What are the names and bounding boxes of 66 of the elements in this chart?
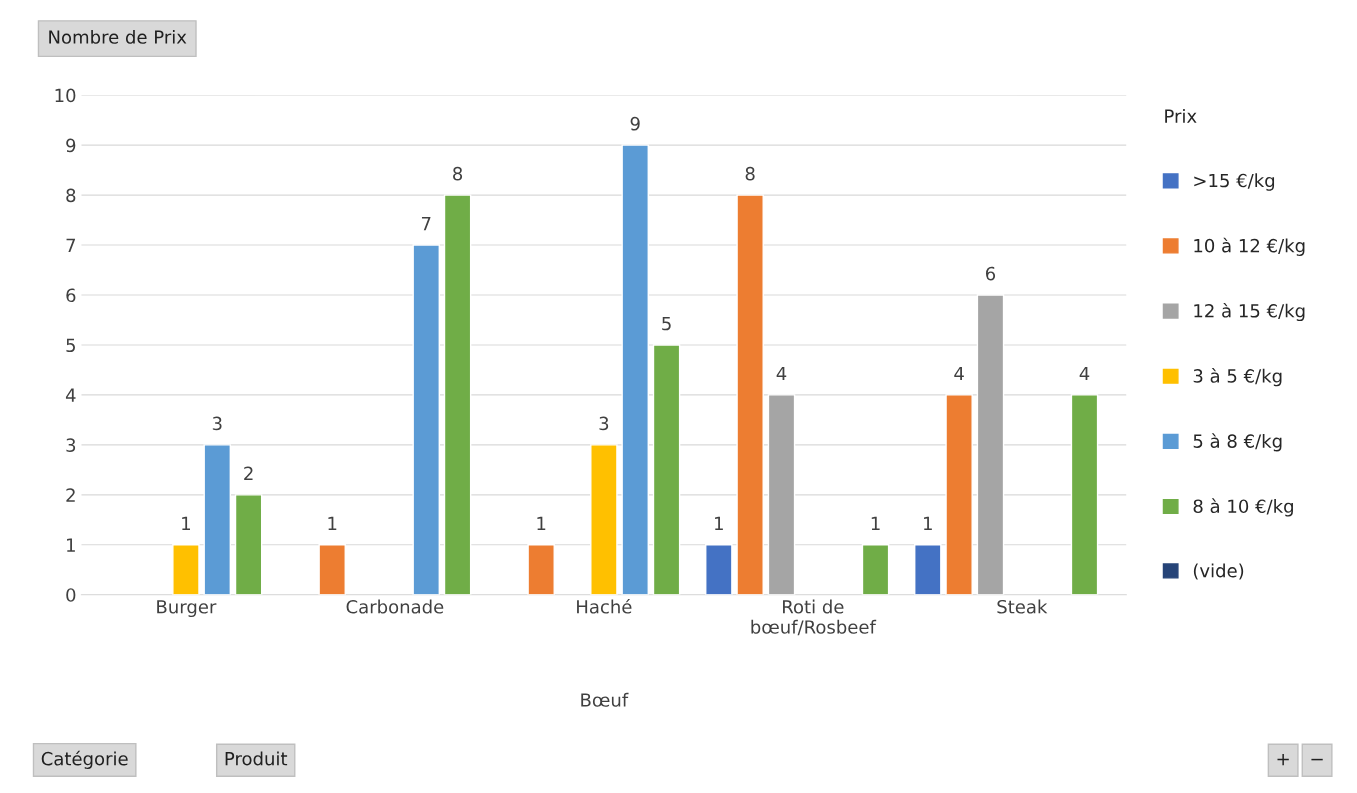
y-tick-label: 1 (67, 538, 75, 552)
bar (527, 544, 555, 595)
bar (443, 194, 472, 595)
data-label: 1 (871, 516, 880, 530)
text: Catégorie (41, 750, 128, 769)
x-axis-title: Bœuf (581, 692, 629, 707)
y-tick-label: 4 (65, 388, 76, 402)
data-label: 8 (745, 166, 755, 181)
x-tick-label: Carbonade (346, 599, 444, 614)
bar (767, 394, 796, 595)
x-tick-label: Haché (577, 598, 632, 614)
data-label: 3 (212, 416, 222, 431)
bar (172, 544, 200, 595)
y-tick-label: 6 (66, 288, 76, 303)
bar (861, 544, 890, 595)
bar (945, 394, 973, 595)
data-label: 9 (630, 116, 640, 131)
x-tick-label: Roti de bœuf/Rosbeef (751, 599, 877, 636)
data-label: 8 (453, 166, 463, 181)
bar (914, 544, 942, 595)
y-tick-label: 7 (66, 238, 76, 252)
y-tick-label: 10 (55, 88, 76, 103)
legend-title: Prix (1165, 108, 1197, 123)
y-tick-label: 2 (66, 488, 75, 502)
data-label: 7 (421, 217, 431, 231)
y-tick-label: 3 (66, 438, 76, 452)
data-label: 2 (244, 466, 253, 480)
legend-label: 8 à 10 €/kg (1193, 498, 1293, 517)
data-label: 1 (715, 516, 723, 530)
data-label: 4 (776, 366, 787, 381)
text: + (1277, 753, 1289, 766)
bar (1070, 394, 1099, 595)
bar (652, 344, 681, 595)
bar (976, 294, 1005, 595)
legend-label: 5 à 8 €/kg (1193, 433, 1282, 452)
legend-label: 12 à 15 €/kg (1194, 302, 1305, 322)
data-label: 6 (985, 266, 996, 281)
y-tick-label: 8 (66, 188, 76, 203)
data-label: 1 (182, 516, 190, 530)
legend-label: 3 à 5 €/kg (1193, 368, 1282, 387)
legend-label: (vide) (1193, 563, 1244, 580)
text: − (1311, 758, 1323, 761)
data-label: 1 (924, 516, 932, 530)
data-label: 4 (1079, 366, 1090, 381)
bar (318, 544, 346, 595)
bar (412, 244, 440, 595)
data-label: 1 (328, 516, 337, 530)
y-tick-label: 5 (66, 338, 75, 353)
bar (736, 194, 764, 595)
y-tick-label: 9 (66, 138, 76, 153)
data-label: 1 (537, 516, 546, 530)
legend-label: 10 à 12 €/kg (1194, 237, 1305, 256)
bar (705, 544, 733, 595)
text: Produit (225, 751, 288, 766)
bar (621, 144, 649, 595)
data-label: 4 (954, 366, 964, 381)
y-tick-label: 0 (66, 588, 76, 602)
data-label: 5 (662, 316, 671, 331)
data-label: 3 (599, 416, 609, 431)
y-axis-title: Nombre de Prix (49, 29, 187, 44)
legend-label: >15 €/kg (1194, 173, 1275, 191)
x-tick-label: Burger (157, 600, 217, 618)
bar (590, 444, 618, 595)
bar (203, 444, 232, 595)
x-tick-label: Steak (997, 599, 1048, 614)
bar (234, 494, 263, 595)
